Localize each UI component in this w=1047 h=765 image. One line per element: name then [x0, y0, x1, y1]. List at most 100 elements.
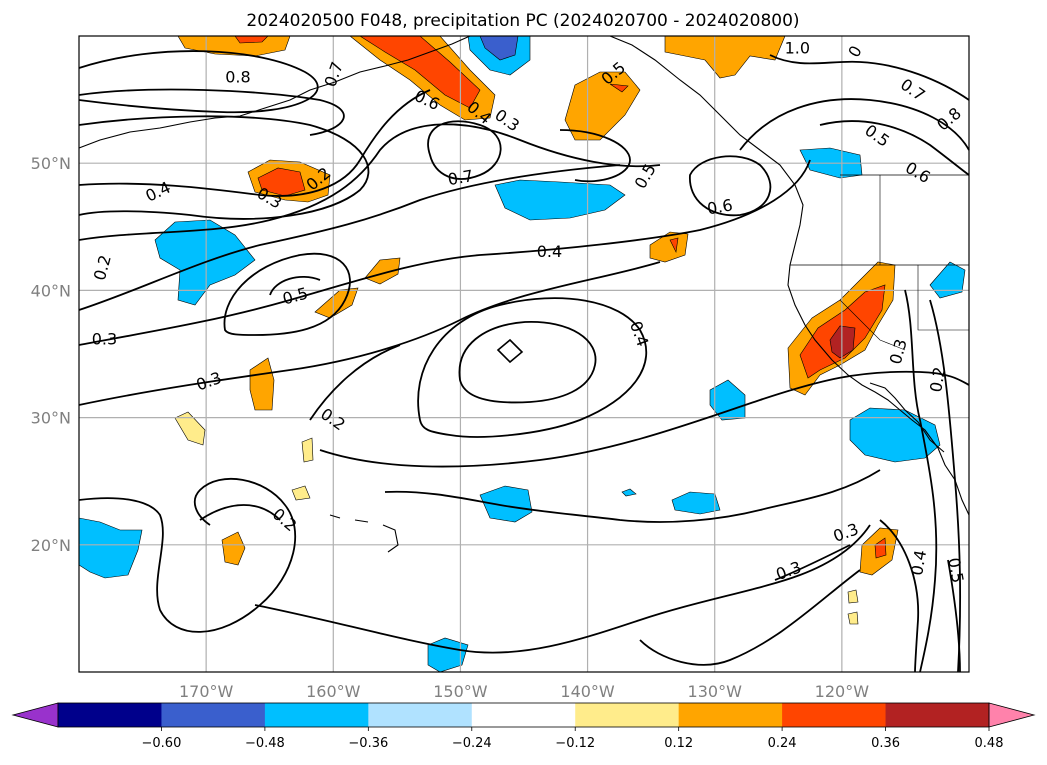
- contour-line: [819, 120, 970, 176]
- contour-lines: [78, 50, 970, 673]
- state-border-ca: [839, 299, 906, 351]
- colorbar-tick-label: −0.24: [452, 736, 492, 751]
- positive-patch: [221, 531, 246, 566]
- colorbar-tick-label: 0.24: [768, 736, 797, 751]
- contour-line: [199, 504, 281, 521]
- positive-anomaly-patches: [174, 35, 899, 625]
- positive-patch: [664, 35, 786, 79]
- colorbar-segment: [264, 703, 369, 727]
- colorbar-extend-low: [11, 702, 59, 728]
- colorbar-extend-high: [988, 702, 1036, 728]
- contour-label: 1.0: [785, 38, 810, 57]
- colorbar-tick-label: −0.48: [245, 736, 285, 751]
- colorbar: −0.60 −0.48 −0.36 −0.24 −0.12 0.12 0.24 0.36 0.4…: [11, 702, 1036, 751]
- colorbar-tick-label: 0.12: [664, 736, 693, 751]
- colorbar-segment: [471, 703, 576, 727]
- figure-title: 2024020500 F048, precipitation PC (20240…: [246, 11, 799, 31]
- positive-patch: [874, 537, 887, 559]
- colorbar-segment: [58, 703, 162, 727]
- lat-tick-label: 20°N: [31, 536, 71, 555]
- contour-line: [78, 261, 661, 406]
- colorbar-tick-label: −0.36: [348, 736, 388, 751]
- positive-patch: [609, 83, 629, 93]
- positive-patch: [847, 589, 859, 604]
- contour-line: [384, 469, 881, 523]
- contour-line: [639, 569, 861, 666]
- contour-line: [427, 120, 502, 180]
- contour-line: [78, 89, 431, 197]
- contour-line: [309, 344, 401, 421]
- coastlines: [78, 35, 970, 553]
- colorbar-segment: [678, 703, 783, 727]
- baja-coast: [869, 382, 945, 453]
- contour-line: [417, 297, 647, 438]
- contour-line: [223, 252, 351, 336]
- positive-patch: [364, 257, 401, 285]
- lon-tick-label: 170°W: [179, 682, 234, 701]
- negative-patch: [78, 517, 143, 579]
- hawaii-islands: [329, 514, 399, 553]
- contour-line: [78, 123, 661, 241]
- contour-line: [769, 54, 970, 101]
- contour-line: [458, 321, 597, 404]
- contour-line: [78, 88, 345, 136]
- contour-line: [319, 370, 970, 468]
- lon-tick-label: 160°W: [306, 682, 361, 701]
- shading-layer: [78, 35, 966, 673]
- contour-line: [689, 155, 772, 217]
- colorbar-tick-label: −0.60: [142, 736, 182, 751]
- colorbar-tick-label: 0.36: [871, 736, 900, 751]
- contour-line: [78, 159, 811, 346]
- contour-label: 0.5: [944, 556, 967, 584]
- positive-patch: [649, 231, 689, 263]
- contour-line: [254, 524, 871, 654]
- negative-patch: [621, 488, 637, 497]
- contour-label: 0.3: [92, 330, 117, 349]
- latitude-tick-labels: 50°N 40°N 30°N 20°N: [31, 154, 71, 555]
- colorbar-segment: [885, 703, 990, 727]
- negative-patch: [479, 485, 533, 523]
- contour-line: [774, 544, 851, 581]
- contour-line: [559, 129, 631, 183]
- lon-tick-label: 130°W: [688, 682, 743, 701]
- positive-patch: [829, 325, 856, 359]
- contour-line: [739, 98, 970, 151]
- lon-tick-label: 140°W: [560, 682, 615, 701]
- gridlines: [79, 36, 969, 672]
- positive-patch: [301, 437, 314, 463]
- contour-label: 0.6: [706, 195, 734, 218]
- contour-line: [269, 275, 321, 296]
- contour-line: [904, 289, 938, 673]
- positive-patch: [291, 485, 311, 501]
- contour-line: [879, 519, 920, 673]
- positive-patch: [669, 237, 679, 253]
- contour-line: [78, 164, 621, 311]
- map-frame: [78, 35, 970, 673]
- lon-tick-label: 120°W: [815, 682, 870, 701]
- contour-label: 0.4: [907, 549, 930, 577]
- lat-tick-label: 40°N: [31, 281, 71, 300]
- state-borders: [879, 175, 969, 331]
- negative-patch: [494, 179, 626, 221]
- contour-line: [78, 115, 370, 220]
- contour-label: 0.4: [537, 242, 562, 261]
- contour-label: 0.7: [446, 166, 474, 189]
- negative-patch: [929, 261, 966, 299]
- colorbar-frame: [57, 702, 990, 728]
- contour-small-ring: [496, 338, 524, 364]
- lon-tick-label: 150°W: [433, 682, 488, 701]
- alaska-coast: [78, 35, 471, 149]
- colorbar-segment: [575, 703, 680, 727]
- longitude-tick-labels: 170°W 160°W 150°W 140°W 130°W 120°W: [179, 682, 869, 701]
- colorbar-segment: [368, 703, 473, 727]
- positive-patch: [257, 167, 306, 197]
- positive-patch: [174, 411, 206, 446]
- positive-patch: [249, 357, 275, 411]
- contour-label: 0.8: [225, 68, 250, 87]
- map-panel: 0.8 0.70.6 0.40.30.51.0 00.70.80.50.60.4 0.3…: [78, 35, 970, 673]
- contour-line: [947, 559, 961, 673]
- contour-line: [78, 50, 319, 114]
- negative-patch: [671, 491, 721, 515]
- contour-line: [929, 299, 962, 673]
